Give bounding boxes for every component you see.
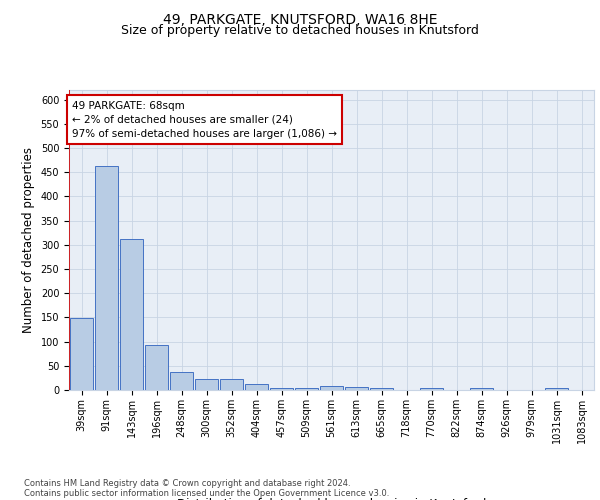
Text: Contains public sector information licensed under the Open Government Licence v3: Contains public sector information licen… [24,489,389,498]
Bar [95,166,118,390]
Bar [70,318,94,390]
Bar [545,388,568,390]
Bar [344,387,368,390]
Bar [370,388,394,390]
Bar [145,345,169,390]
Bar [119,239,143,390]
Bar [295,388,319,390]
Bar [320,386,343,390]
Bar [269,388,293,390]
X-axis label: Distribution of detached houses by size in Knutsford: Distribution of detached houses by size … [177,498,486,500]
Bar [194,380,218,390]
Bar [419,388,443,390]
Text: 49, PARKGATE, KNUTSFORD, WA16 8HE: 49, PARKGATE, KNUTSFORD, WA16 8HE [163,12,437,26]
Bar [470,388,493,390]
Text: Size of property relative to detached houses in Knutsford: Size of property relative to detached ho… [121,24,479,37]
Bar [220,380,244,390]
Bar [170,372,193,390]
Bar [245,384,268,390]
Y-axis label: Number of detached properties: Number of detached properties [22,147,35,333]
Text: Contains HM Land Registry data © Crown copyright and database right 2024.: Contains HM Land Registry data © Crown c… [24,479,350,488]
Text: 49 PARKGATE: 68sqm
← 2% of detached houses are smaller (24)
97% of semi-detached: 49 PARKGATE: 68sqm ← 2% of detached hous… [72,100,337,138]
